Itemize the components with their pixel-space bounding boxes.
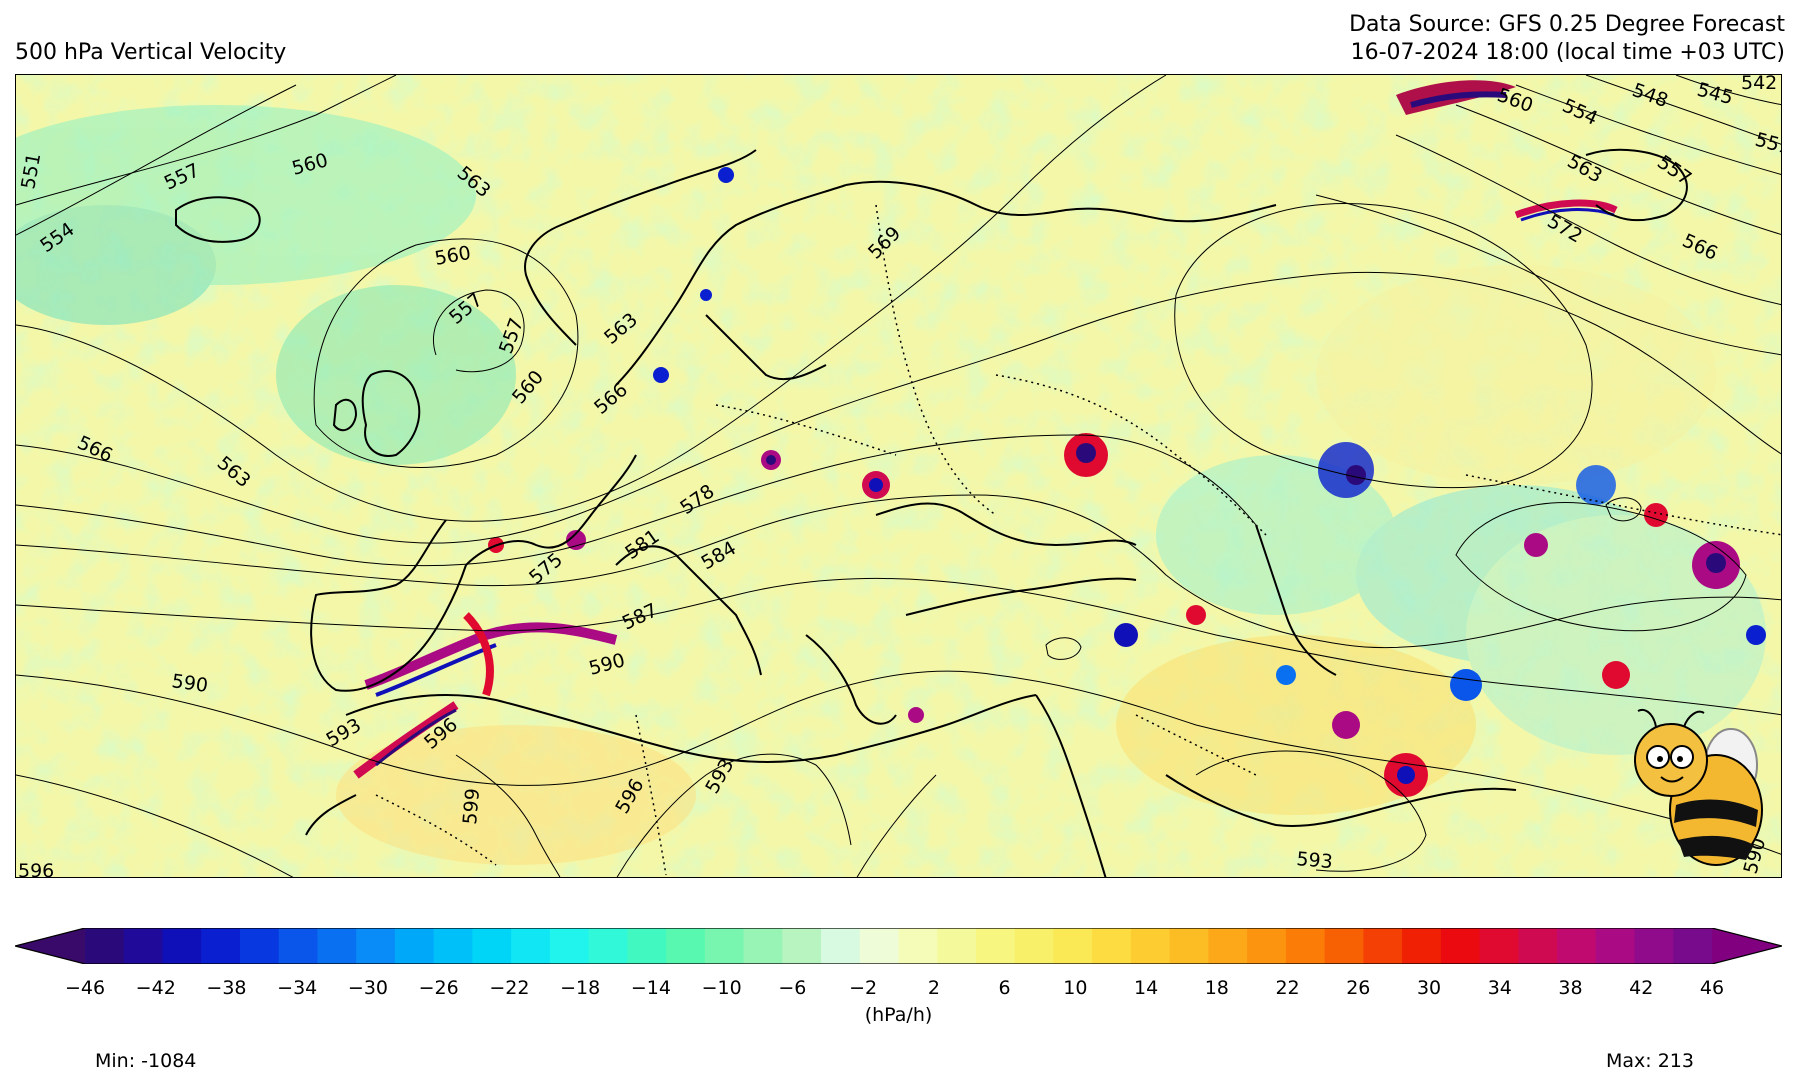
borders [375,204,1781,876]
colorbar-cell [433,928,473,964]
colorbar-cell [278,928,319,964]
contour-label: 590 [170,670,209,697]
colorbar-cell [1130,928,1171,964]
colorbar-cell [317,928,357,964]
colorbar-cell [1673,928,1713,964]
colorbar-cell [859,928,900,964]
vertical-velocity-map[interactable]: 551 554 557 560 563 560 557 557 560 566 … [15,74,1782,878]
colorbar-cell [1324,928,1364,964]
contour-label: 599 [459,787,484,825]
colorbar-cell [1595,928,1636,964]
colorbar-tick-label: 30 [1416,977,1442,999]
colorbar-cell [1208,928,1248,964]
colorbar-tick-label: 34 [1487,977,1512,999]
max-value-label: Max: 213 [1606,1050,1694,1072]
colorbar-cell [162,928,202,964]
colorbar-cell [1440,928,1481,964]
colorbar-tick-label: 42 [1629,977,1654,999]
coastlines [175,148,1688,877]
colorbar-cell [1169,928,1210,964]
map-title: 500 hPa Vertical Velocity [15,40,287,65]
colorbar-cell [1518,928,1558,964]
colorbar-cell [201,928,241,964]
colorbar [15,928,1782,964]
colorbar-cell [1363,928,1403,964]
colorbar-tick-label: −2 [849,977,878,999]
colorbar-tick-label: −14 [630,977,671,999]
colorbar-tick-label: 14 [1133,977,1159,999]
min-value-label: Min: -1084 [95,1050,197,1072]
colorbar-tick-label: −10 [701,977,742,999]
colorbar-cell [1247,928,1287,964]
contour-label: 542 [1741,75,1777,94]
colorbar-tick-label: −46 [64,977,106,999]
colorbar-unit-label: (hPa/h) [864,1004,933,1026]
bee-mascot-logo [1634,709,1763,866]
colorbar-cell [1557,928,1597,964]
colorbar-cell [511,928,551,964]
colorbar-cells [85,928,1713,964]
height-contours [16,75,1781,877]
colorbar-cell [1092,928,1132,964]
colorbar-tick-label: −42 [135,977,176,999]
colorbar-cell [821,928,861,964]
colorbar-cell [898,928,938,964]
colorbar-cell [975,928,1016,964]
colorbar-tick-label: 6 [998,977,1011,999]
colorbar-tick-label: 22 [1275,977,1300,999]
colorbar-tick-label: 26 [1346,977,1371,999]
colorbar-cell [123,928,164,964]
colorbar-tick-label: −34 [277,977,318,999]
colorbar-tick-label: 38 [1558,977,1583,999]
colorbar-cell [239,928,280,964]
colorbar-tick-label: −22 [489,977,530,999]
forecast-time-label: 16-07-2024 18:00 (local time +03 UTC) [1350,40,1785,65]
colorbar-cell [85,928,125,964]
intense-cells [353,80,1766,797]
map-canvas: 551 554 557 560 563 560 557 557 560 566 … [16,75,1781,878]
colorbar-tick-label: 2 [927,977,940,999]
colorbar-tick-label: −18 [560,977,601,999]
colorbar-cell [588,928,628,964]
colorbar-tick-label: −26 [418,977,459,999]
contour-label: 593 [1296,848,1334,873]
colorbar-cell [782,928,822,964]
colorbar-cell [704,928,745,964]
colorbar-tick-label: −38 [206,977,247,999]
colorbar-cell [1402,928,1442,964]
contour-label: 596 [18,860,54,878]
colorbar-cell [472,928,512,964]
colorbar-extend-left [15,928,85,964]
colorbar-tick-label: 10 [1063,977,1088,999]
colorbar-cell [394,928,435,964]
colorbar-cell [743,928,783,964]
colorbar-cell [627,928,667,964]
colorbar-cell [1053,928,1093,964]
colorbar-tick-label: −30 [347,977,389,999]
colorbar-cell [356,928,396,964]
colorbar-cell [1285,928,1326,964]
colorbar-tick-label: −6 [778,977,807,999]
colorbar-tick-label: 46 [1699,977,1725,999]
colorbar-cell [666,928,706,964]
colorbar-cell [1014,928,1055,964]
colorbar-cell [937,928,977,964]
colorbar-cell [549,928,590,964]
data-source-label: Data Source: GFS 0.25 Degree Forecast [1349,12,1785,37]
colorbar-extend-right [1712,928,1782,964]
colorbar-cell [1479,928,1519,964]
colorbar-tick-label: 18 [1204,977,1229,999]
colorbar-cell [1634,928,1674,964]
